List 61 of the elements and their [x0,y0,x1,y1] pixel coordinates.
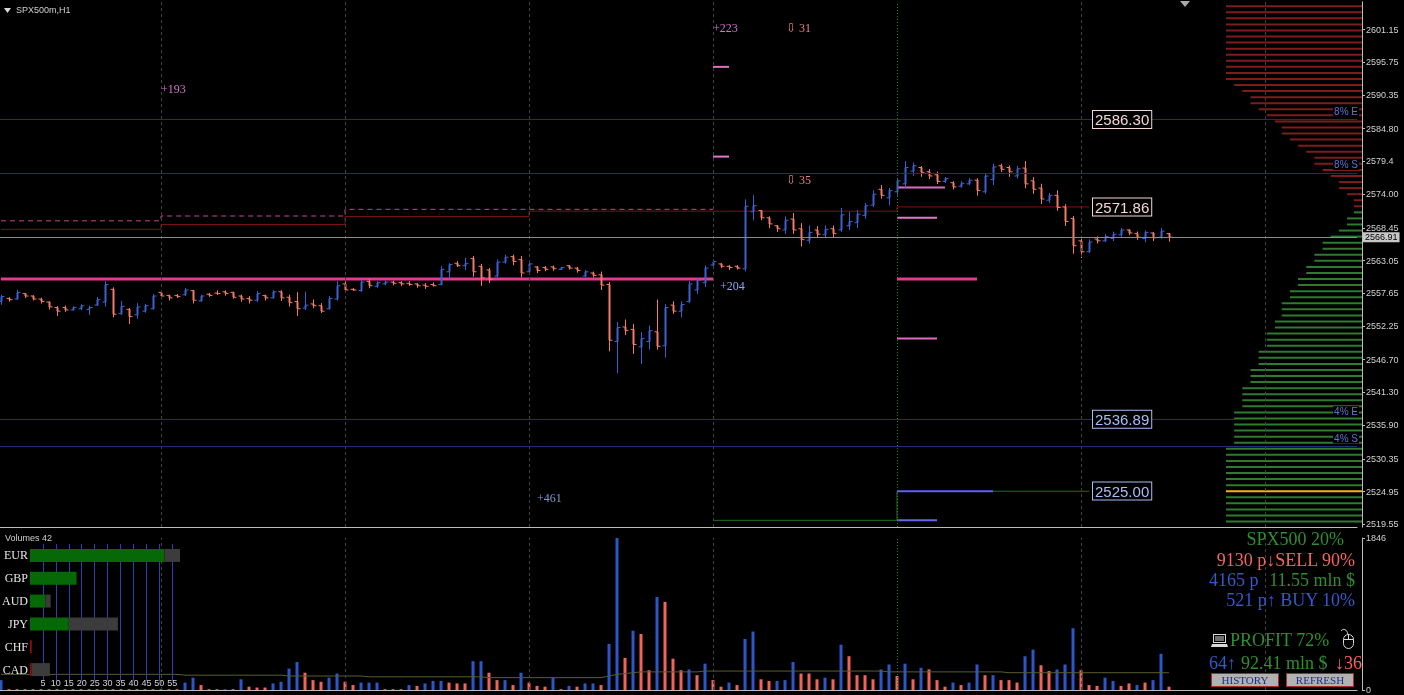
annotation: +204 [720,279,745,293]
annotation: 8% S [1334,159,1359,171]
chart-title: Volumes 42 [5,532,53,543]
x-tick-label: 30 [102,677,113,688]
y-tick-label: 2584.80 [1366,123,1399,134]
annotation: ⇩ 31 [786,21,812,35]
annotation: 9130 p↓SELL 90% [1216,550,1355,570]
y-tick-label: 2574.00 [1366,189,1399,200]
annotation: 2525.00 [1095,482,1150,500]
y-tick-label: 2590.35 [1366,90,1399,101]
y-tick-label: 2541.30 [1366,387,1399,398]
annotation: 521 p↑ BUY 10% [1226,590,1355,610]
y-tick-label: 2530.35 [1366,453,1399,464]
y-tick-label: CHF [4,639,29,654]
chart-title: SPX500m,H1 [16,4,71,15]
annotation: PROFIT 72% [1230,630,1330,650]
annotation: 64↑ [1209,653,1236,673]
x-tick-label: 35 [115,677,126,688]
annotation: 92.41 mln $ [1241,653,1328,673]
y-tick-label: EUR [4,548,28,563]
y-tick-label: JPY [7,616,29,631]
y-tick-label: 2595.75 [1366,57,1399,68]
y-tick-label: 2519.55 [1366,519,1399,530]
y-tick-label: 1846 [1366,533,1387,543]
x-tick-label: 45 [141,677,152,688]
x-tick-label: 40 [128,677,139,688]
annotation: 2571.86 [1095,198,1150,216]
ref-line-label: 2536.89 [1095,410,1150,428]
y-tick-label: 2563.05 [1366,255,1399,266]
y-tick-label: 2579.4 [1366,156,1394,167]
x-tick-label: 50 [154,677,165,688]
y-tick-label: 0 [1366,685,1372,695]
annotation: +193 [161,82,186,96]
x-tick-label: 25 [89,677,100,688]
x-tick-label: 10 [50,677,61,688]
annotation: 4% S [1334,432,1359,444]
x-tick-label: 15 [63,677,74,688]
ref-line-label: 2586.30 [1095,111,1150,129]
y-tick-label: 2524.95 [1366,486,1399,497]
y-tick-label: GBP [4,571,29,586]
x-tick-label: 20 [76,677,87,688]
annotation: 4% E [1334,405,1359,417]
annotation: 11.55 mln $ [1269,570,1355,590]
y-tick-label: 2535.90 [1366,420,1399,431]
annotation: SPX500 20% [1246,529,1344,549]
y-tick-label: 2601.15 [1366,24,1399,35]
y-tick-label: 2568.45 [1366,222,1399,233]
y-tick-label: AUD [2,594,29,609]
x-tick-label: 5 [40,677,46,688]
x-tick-label: 55 [167,677,178,688]
annotation: ↓36 [1335,653,1362,673]
y-tick-label: 2557.65 [1366,288,1399,299]
annotation: ⇩ 35 [786,173,812,187]
annotation: 8% E [1334,106,1359,118]
y-tick-label: 2546.70 [1366,354,1399,365]
annotation: 4165 p [1209,570,1259,590]
annotation: +461 [537,491,562,505]
y-tick-label: CAD [2,662,29,677]
y-tick-label: 2552.25 [1366,321,1399,332]
annotation: +223 [713,21,738,35]
ref-line-label: 2566.91 [1365,232,1398,243]
